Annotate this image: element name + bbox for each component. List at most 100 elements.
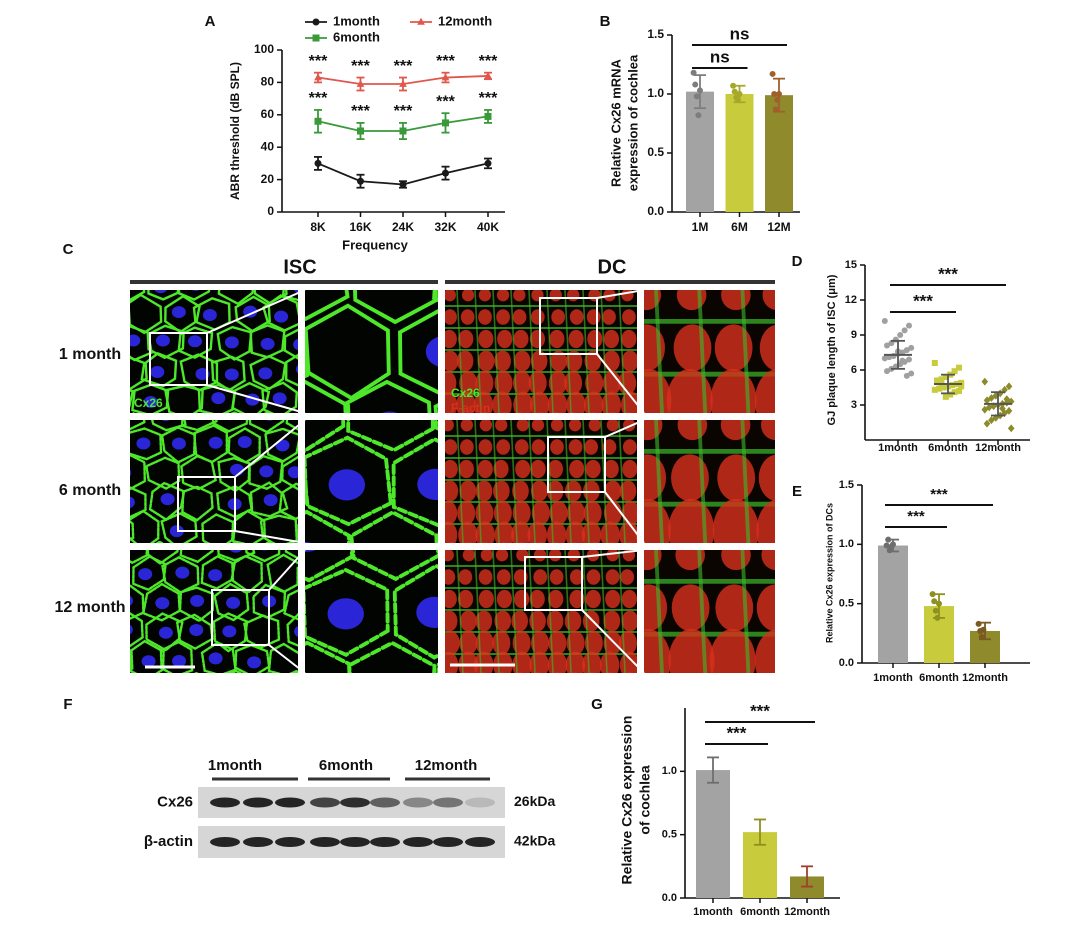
- data-point: [776, 91, 782, 97]
- cell-body: [529, 651, 549, 673]
- cell-body: [530, 630, 550, 656]
- cell-body: [473, 391, 494, 413]
- cell-body: [458, 329, 474, 349]
- green-mesh: [697, 290, 708, 413]
- green-mesh: [456, 420, 464, 543]
- data-point: [978, 633, 985, 640]
- marker: [903, 372, 910, 379]
- cell-body: [445, 439, 458, 455]
- green-mesh: [492, 550, 500, 673]
- nucleus: [160, 493, 175, 506]
- y-tick-label: 60: [261, 107, 275, 121]
- nucleus: [222, 625, 237, 638]
- cell-junction: [147, 290, 180, 301]
- y-tick-label: 1.0: [662, 765, 677, 777]
- cell-body: [758, 454, 775, 501]
- marker: [988, 416, 995, 425]
- marker: [357, 127, 364, 135]
- row-label: 1 month: [59, 346, 121, 363]
- cell-body: [570, 542, 578, 543]
- data-point: [932, 607, 939, 614]
- cell-body: [445, 589, 457, 609]
- cell-body: [569, 459, 585, 479]
- cell-body: [621, 610, 637, 632]
- legend-label: 1month: [333, 13, 380, 28]
- nucleus: [293, 290, 298, 294]
- cell-body: [496, 309, 510, 325]
- marker: [881, 318, 888, 324]
- marker: [938, 376, 945, 383]
- cell-body: [547, 651, 568, 673]
- cell-body: [605, 569, 620, 585]
- cell-body: [754, 629, 775, 673]
- zoom-line: [604, 491, 645, 544]
- cell-body: [445, 651, 459, 673]
- cell-junction: [193, 671, 199, 673]
- cell-body: [552, 412, 560, 413]
- data-point: [774, 96, 781, 103]
- green-mesh: [740, 420, 751, 543]
- cell-body: [550, 439, 564, 455]
- cell-body: [606, 672, 614, 673]
- chart: 3 6 9 12 15 1month 6month 12month GJ plaque leng…: [826, 259, 1030, 454]
- cell-body: [445, 569, 456, 585]
- green-mesh: [546, 550, 554, 673]
- nucleus: [328, 469, 366, 501]
- cell-body: [756, 584, 775, 632]
- y-tick-label: 0: [267, 204, 274, 218]
- x-tick-label: 6month: [928, 442, 968, 454]
- cell-body: [529, 391, 550, 413]
- cell-body: [464, 542, 472, 543]
- x-tick-label: 16K: [349, 220, 371, 234]
- cell-body: [479, 420, 493, 432]
- nucleus: [130, 496, 135, 509]
- nucleus: [207, 251, 221, 263]
- cell-body: [759, 324, 775, 371]
- cell-body: [567, 290, 580, 302]
- nucleus: [328, 187, 364, 218]
- cell-body: [497, 329, 513, 349]
- cell-junction: [130, 389, 135, 408]
- significance-label: ***: [479, 53, 498, 70]
- nucleus: [130, 595, 133, 606]
- cell-body: [445, 610, 458, 632]
- cell-body: [512, 651, 532, 673]
- cell-body: [531, 439, 546, 455]
- cell-body: [531, 500, 550, 526]
- data-point: [980, 626, 987, 633]
- cell-body: [516, 550, 529, 562]
- zoom-line: [596, 353, 645, 414]
- nucleus: [106, 305, 120, 317]
- nucleus: [274, 310, 289, 323]
- cell-junction: [261, 381, 298, 413]
- green-mesh: [740, 550, 751, 673]
- blot-band: [370, 837, 400, 847]
- blot-band: [340, 797, 370, 808]
- x-tick-label: 12M: [767, 220, 790, 234]
- cell-body: [754, 369, 775, 413]
- group-label: 6month: [319, 757, 373, 774]
- cell-body: [620, 569, 635, 585]
- green-mesh: [618, 420, 626, 543]
- marker: [314, 117, 322, 125]
- row-label: 12 month: [54, 599, 125, 616]
- data-point: [690, 69, 697, 76]
- cell-body: [621, 290, 634, 302]
- nucleus: [208, 652, 223, 665]
- nucleus: [247, 183, 283, 214]
- cell-body: [445, 630, 460, 656]
- micrograph: [445, 420, 637, 543]
- bar: [686, 91, 714, 212]
- micrograph: [445, 290, 637, 413]
- y-tick-label: 1.0: [647, 86, 664, 100]
- cell-body: [571, 672, 579, 673]
- nucleus: [130, 334, 141, 347]
- micrograph: [644, 290, 775, 413]
- cell-body: [588, 672, 596, 673]
- blot-band: [403, 797, 433, 808]
- nucleus: [305, 550, 316, 552]
- chart: 0 20 40 60 80 100 8K 16K 24K 32K 40K ABR threshold …: [228, 13, 505, 252]
- cell-body: [605, 589, 621, 609]
- marker: [906, 356, 912, 363]
